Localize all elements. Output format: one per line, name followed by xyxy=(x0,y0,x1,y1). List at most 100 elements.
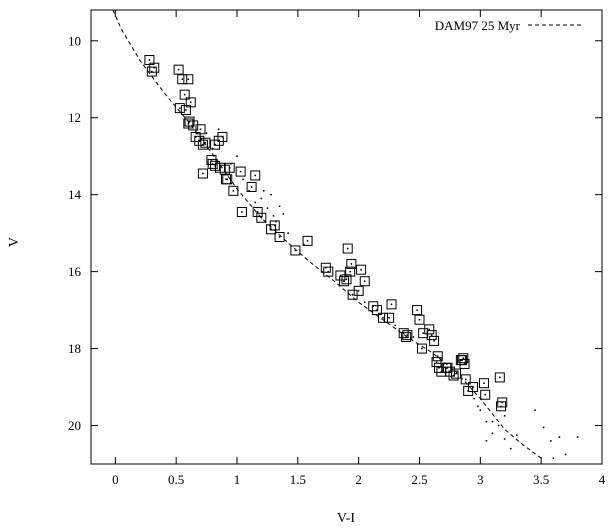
member-square xyxy=(200,137,211,148)
member-square xyxy=(219,164,230,175)
member-point xyxy=(448,370,459,381)
x-tick-label: 3.5 xyxy=(533,472,549,487)
member-point xyxy=(402,330,413,341)
x-tick-label: 1 xyxy=(234,472,241,487)
member-dot xyxy=(343,280,345,283)
member-dot xyxy=(211,162,214,165)
member-point xyxy=(228,185,239,196)
member-point xyxy=(384,312,395,323)
member-square xyxy=(320,262,331,273)
member-dot xyxy=(278,236,281,238)
y-tick-label: 10 xyxy=(68,33,81,48)
member-dot xyxy=(422,332,425,335)
member-point xyxy=(320,262,331,273)
field-star-point xyxy=(503,438,506,440)
member-dot xyxy=(250,186,253,188)
member-square xyxy=(213,135,224,146)
member-square xyxy=(497,397,508,408)
member-dot xyxy=(188,120,191,123)
member-square xyxy=(386,299,397,310)
field-star-point xyxy=(412,336,415,338)
member-point xyxy=(494,372,505,383)
member-square xyxy=(468,382,479,393)
member-point xyxy=(335,270,346,281)
field-star-point xyxy=(497,424,500,427)
field-star-point xyxy=(477,405,479,408)
field-star-point xyxy=(485,440,488,442)
member-square xyxy=(416,343,427,354)
x-tick-label: 1.5 xyxy=(290,472,306,487)
member-dot xyxy=(418,318,421,321)
member-point xyxy=(480,389,491,400)
member-point xyxy=(235,166,246,177)
member-square xyxy=(323,266,334,277)
member-dot xyxy=(463,363,466,365)
member-point xyxy=(177,74,188,85)
y-tick-label: 12 xyxy=(68,110,81,125)
member-point xyxy=(179,89,190,100)
member-point xyxy=(432,351,443,362)
member-point xyxy=(256,212,267,223)
member-point xyxy=(197,168,208,179)
member-square xyxy=(207,158,218,169)
member-point xyxy=(274,232,285,242)
field-star-point xyxy=(558,436,561,438)
member-point xyxy=(424,324,435,335)
member-point xyxy=(442,362,453,373)
member-point xyxy=(371,305,382,316)
member-square xyxy=(290,245,301,256)
member-square xyxy=(431,357,442,368)
member-dot xyxy=(226,178,229,181)
member-square xyxy=(335,270,346,281)
member-dot xyxy=(464,378,467,381)
field-star-point xyxy=(282,213,285,215)
member-square xyxy=(426,330,437,341)
member-dot xyxy=(382,316,384,319)
member-point xyxy=(418,328,429,339)
member-point xyxy=(219,164,230,175)
member-square xyxy=(339,276,350,287)
member-point xyxy=(386,299,397,310)
member-square xyxy=(146,66,157,77)
member-dot xyxy=(435,361,438,363)
field-star-point xyxy=(266,207,269,210)
member-point xyxy=(302,235,313,246)
plot-frame xyxy=(90,9,603,465)
y-axis: 10 12 14 16 18 20 xyxy=(68,33,602,433)
x-tick-label: 3 xyxy=(477,472,484,487)
field-star-point xyxy=(287,232,289,235)
member-dot xyxy=(376,309,378,312)
member-dot xyxy=(433,339,435,342)
member-dot xyxy=(360,268,362,271)
member-dot xyxy=(202,143,204,146)
member-point xyxy=(347,289,358,300)
x-tick-label: 0.5 xyxy=(168,472,184,487)
member-square xyxy=(451,368,461,379)
field-star-point xyxy=(242,178,244,181)
member-point xyxy=(468,382,479,393)
field-star-point xyxy=(576,436,579,438)
member-dot xyxy=(256,211,259,213)
field-star-point xyxy=(363,301,366,304)
member-square xyxy=(342,243,353,254)
member-dot xyxy=(232,189,235,192)
member-dot xyxy=(177,68,180,71)
member-square xyxy=(458,353,469,364)
member-dot xyxy=(452,374,455,377)
member-dot xyxy=(187,122,190,125)
member-square xyxy=(359,276,370,287)
member-dot xyxy=(185,109,187,111)
legend: DAM97 25 Myr xyxy=(435,18,583,33)
field-star-point xyxy=(479,409,482,412)
member-dot xyxy=(455,372,457,375)
member-dot xyxy=(187,78,190,81)
member-square xyxy=(180,105,191,116)
member-square xyxy=(194,135,205,146)
member-dot xyxy=(430,334,433,337)
member-square xyxy=(236,206,247,217)
member-dot xyxy=(349,270,352,273)
member-dot xyxy=(202,172,204,175)
field-star-point xyxy=(205,132,208,135)
member-dot xyxy=(436,355,439,358)
field-star-point xyxy=(278,205,281,208)
